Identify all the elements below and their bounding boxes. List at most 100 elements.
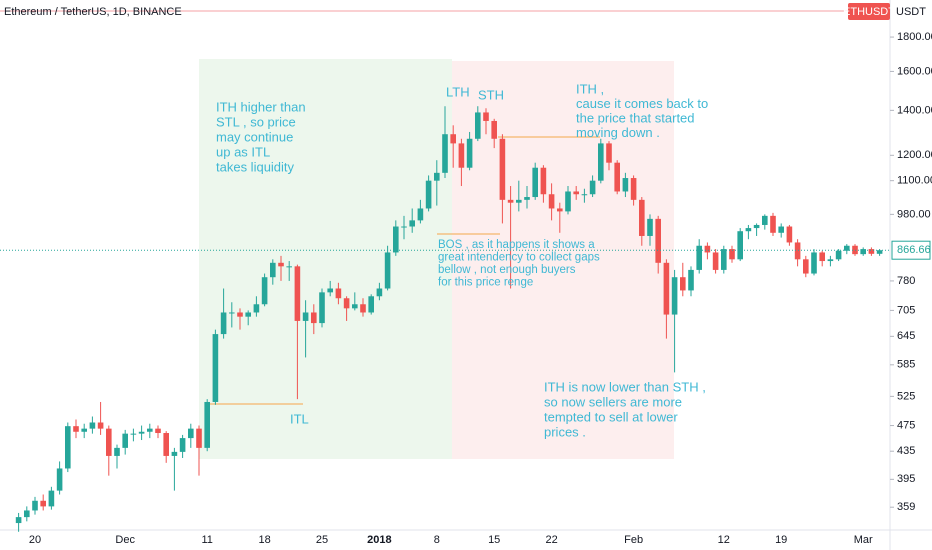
- candle-body: [278, 262, 284, 267]
- annotation-text: moving down .: [576, 125, 660, 140]
- candle-body: [229, 312, 235, 314]
- x-tick-label: Dec: [115, 534, 135, 546]
- candle-body: [630, 178, 637, 200]
- annotation-text: STL , so price: [216, 114, 296, 129]
- candle-body: [745, 228, 752, 232]
- x-tick-label: 18: [258, 534, 270, 546]
- candle-body: [540, 167, 547, 195]
- symbol-label: ETHUSDT: [843, 6, 895, 18]
- candle-body: [680, 277, 686, 291]
- candle-body: [196, 428, 202, 448]
- candle-body: [622, 178, 629, 192]
- candle-body: [171, 451, 178, 456]
- candle-body: [97, 422, 104, 429]
- annotation-text: so now sellers are more: [544, 394, 682, 409]
- y-tick-label: 1400.00: [897, 104, 932, 116]
- candle-body: [483, 112, 489, 121]
- y-tick-label: 645: [897, 330, 915, 342]
- candle-body: [827, 259, 834, 262]
- y-tick-label: 1600.00: [897, 65, 932, 77]
- candle-body: [819, 252, 825, 262]
- candle-body: [524, 197, 530, 200]
- x-tick-label: 22: [545, 534, 557, 546]
- candle-body: [343, 298, 350, 309]
- candle-body: [393, 226, 399, 253]
- candle-body: [475, 112, 481, 139]
- annotation-text: up as ITL: [216, 144, 270, 159]
- x-tick-label: Mar: [854, 534, 873, 546]
- last-price-badge: [891, 240, 931, 260]
- x-tick-label: 8: [434, 534, 440, 546]
- candle-body: [179, 438, 186, 452]
- candle-body: [434, 172, 440, 181]
- candle-body: [114, 447, 120, 456]
- candle-body: [704, 245, 711, 253]
- candle-body: [409, 220, 415, 227]
- x-tick-label: 11: [201, 534, 212, 546]
- candle-body: [507, 199, 514, 203]
- candle-body: [548, 194, 555, 209]
- candle-body: [425, 180, 432, 209]
- candle-body: [294, 266, 301, 321]
- candle-body: [335, 288, 342, 299]
- candle-body: [327, 288, 333, 293]
- y-tick-label: 980.00: [897, 208, 931, 220]
- candle-body: [286, 266, 292, 268]
- candle-body: [696, 245, 702, 270]
- x-tick-label: 19: [775, 534, 787, 546]
- annotation-text: bellow , not enough buyers: [438, 264, 576, 276]
- candle-body: [860, 249, 866, 255]
- candle-body: [565, 191, 571, 212]
- y-tick-label: 1100.00: [897, 175, 932, 187]
- candle-body: [770, 215, 776, 233]
- annotation-text: BOS , as it happens it shows a: [438, 239, 595, 251]
- candle-body: [655, 218, 661, 263]
- x-tick-label: 2018: [367, 534, 391, 546]
- annotation-text: LTH: [446, 84, 470, 99]
- annotation-text: ITH ,: [576, 81, 604, 96]
- candle-body: [261, 277, 268, 305]
- candle-body: [466, 138, 473, 168]
- currency-label: USDT: [896, 6, 926, 18]
- candle-body: [212, 334, 219, 402]
- annotation-text: for this price renge: [438, 277, 533, 289]
- annotation-text: may continue: [216, 129, 293, 144]
- candle-body: [835, 250, 842, 260]
- candle-body: [130, 433, 137, 435]
- candle-body: [56, 468, 63, 491]
- annotation-text: cause it comes back to: [576, 96, 708, 111]
- candle-body: [360, 304, 366, 313]
- last-price-label: 866.66: [897, 244, 931, 256]
- candle-body: [786, 226, 793, 243]
- annotation-text: the price that started: [576, 110, 695, 125]
- candle-body: [188, 428, 194, 439]
- annotation-text: great intendency to collect gaps: [438, 252, 600, 264]
- candle-body: [712, 252, 719, 270]
- chart-title: Ethereum / TetherUS, 1D, BINANCE: [4, 6, 182, 18]
- x-tick-label: Feb: [624, 534, 643, 546]
- candle-body: [647, 218, 653, 236]
- candle-body: [401, 226, 407, 228]
- candle-body: [737, 231, 743, 260]
- candle-body: [204, 401, 210, 448]
- symbol-badge: [848, 3, 890, 20]
- candle-body: [417, 208, 424, 221]
- candle-body: [663, 262, 670, 315]
- candle-body: [106, 428, 112, 456]
- candle-body: [876, 250, 883, 254]
- candle-body: [729, 249, 735, 260]
- candle-body: [499, 138, 506, 200]
- candle-body: [32, 500, 38, 511]
- candle-body: [778, 226, 784, 233]
- y-tick-label: 395: [897, 473, 915, 485]
- x-tick-label: 15: [488, 534, 500, 546]
- candle-body: [81, 428, 87, 432]
- candle-body: [319, 292, 325, 324]
- candle-body: [147, 428, 153, 432]
- candle-body: [245, 312, 251, 317]
- y-tick-label: 359: [897, 501, 915, 513]
- candle-body: [606, 143, 612, 163]
- candle-body: [516, 199, 522, 203]
- y-tick-label: 585: [897, 359, 915, 371]
